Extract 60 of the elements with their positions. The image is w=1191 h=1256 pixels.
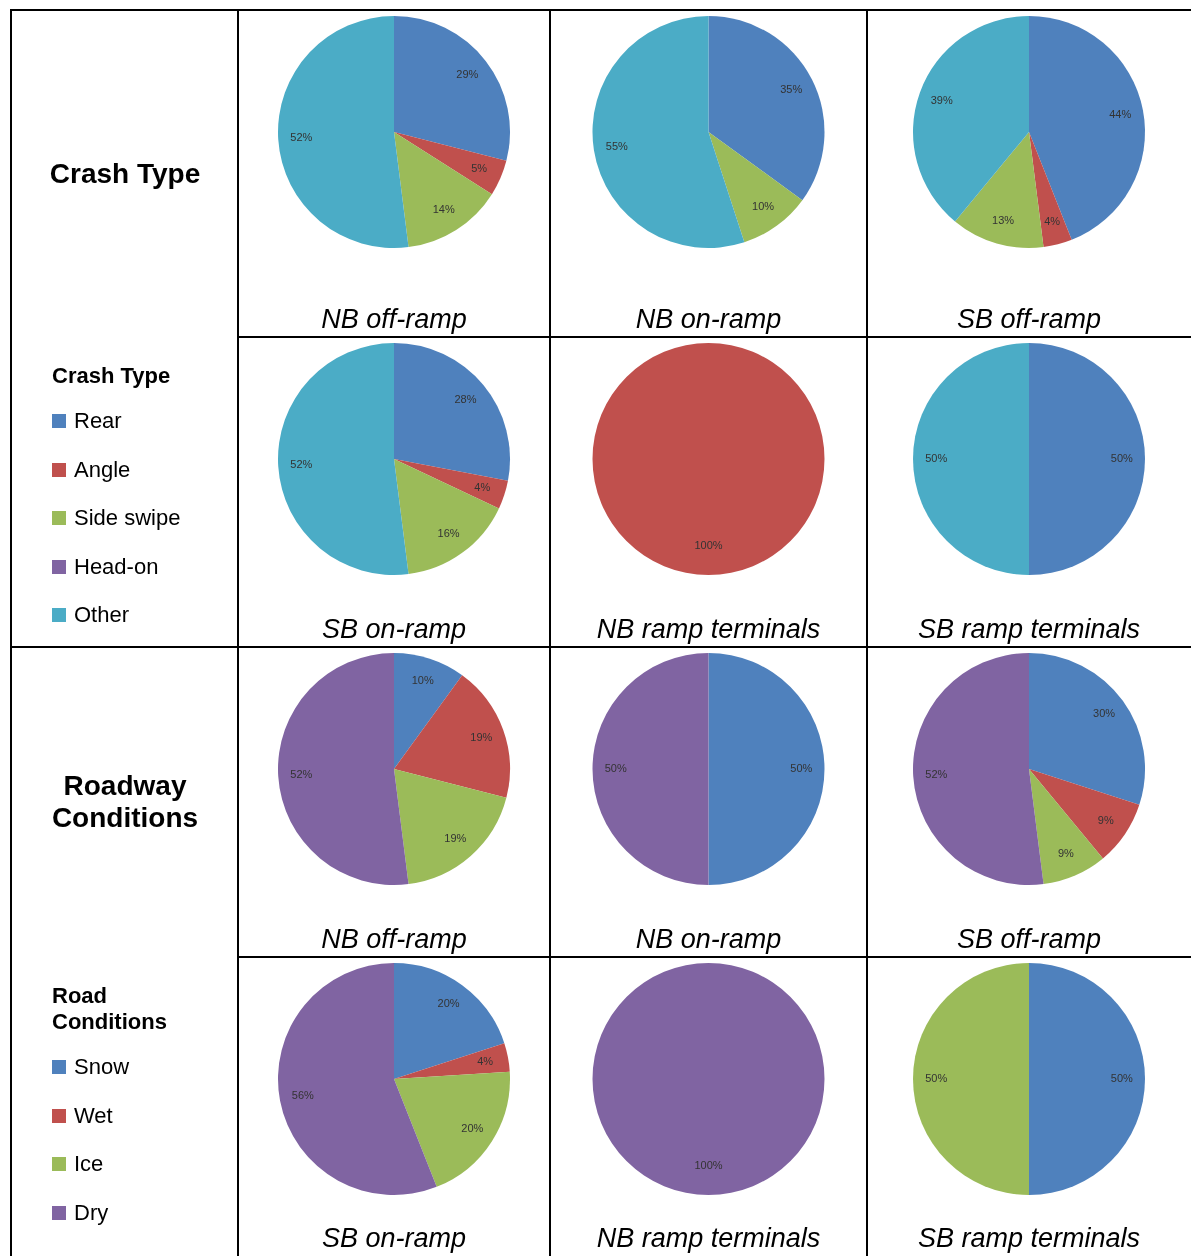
data-label: 100% xyxy=(694,1159,723,1172)
data-label: 10% xyxy=(411,673,434,686)
data-label: 35% xyxy=(780,82,803,95)
legend-label: Dry xyxy=(74,1199,109,1226)
data-label: 19% xyxy=(444,831,467,844)
data-label: 52% xyxy=(290,767,313,780)
legend-title: Crash Type xyxy=(52,363,172,389)
legend-label: Other xyxy=(74,602,130,629)
text: SB off-ramp xyxy=(955,304,1102,335)
legend-label: Rear xyxy=(74,408,122,435)
data-label: 56% xyxy=(291,1089,315,1102)
data-label: 14% xyxy=(432,203,455,216)
legend-label: Head-on xyxy=(74,553,159,580)
text: SB ramp terminals xyxy=(916,614,1142,645)
text: SB on-ramp xyxy=(320,614,468,645)
data-label: 10% xyxy=(752,200,775,213)
data-label: 39% xyxy=(930,93,953,106)
text: NB on-ramp xyxy=(634,304,783,335)
data-label: 13% xyxy=(992,214,1015,227)
data-label: 9% xyxy=(1097,814,1114,827)
data-label: 9% xyxy=(1057,847,1075,860)
text: Roadway Conditions xyxy=(50,769,200,835)
data-label: 50% xyxy=(1110,1072,1134,1085)
data-label: 5% xyxy=(471,161,488,174)
data-label: 50% xyxy=(1110,452,1134,465)
data-label: 30% xyxy=(1093,707,1116,720)
legend-label: Angle xyxy=(74,456,131,483)
data-label: 20% xyxy=(437,996,460,1009)
data-label: 44% xyxy=(1109,107,1132,120)
legend-label: Ice xyxy=(74,1151,104,1178)
text: NB ramp terminals xyxy=(595,1223,822,1254)
data-label: 50% xyxy=(790,762,813,775)
data-label: 4% xyxy=(1044,214,1061,227)
data-label: 19% xyxy=(470,730,493,743)
data-label: 50% xyxy=(925,452,948,465)
text: NB ramp terminals xyxy=(595,614,822,645)
data-label: 52% xyxy=(290,457,313,470)
text: SB off-ramp xyxy=(955,924,1102,955)
text: Crash Type xyxy=(48,156,202,191)
data-label: 52% xyxy=(925,767,948,780)
data-label: 50% xyxy=(604,762,627,775)
data-label: 55% xyxy=(605,139,629,152)
data-label: 28% xyxy=(454,392,477,405)
text: SB on-ramp xyxy=(320,1223,468,1254)
data-label: 4% xyxy=(474,480,491,493)
legend-title: Road Conditions xyxy=(52,983,168,1035)
data-label: 50% xyxy=(925,1072,948,1085)
data-label: 20% xyxy=(461,1121,484,1134)
data-label: 4% xyxy=(477,1054,494,1067)
data-label: 29% xyxy=(456,68,479,81)
text: SB ramp terminals xyxy=(916,1223,1142,1254)
data-label: 52% xyxy=(290,130,313,143)
text: NB off-ramp xyxy=(320,304,468,335)
data-label: 16% xyxy=(437,527,460,540)
text: NB on-ramp xyxy=(634,924,783,955)
legend-label: Side swipe xyxy=(74,505,181,532)
data-label: 100% xyxy=(694,539,723,552)
text: NB off-ramp xyxy=(320,924,468,955)
legend-label: Wet xyxy=(74,1102,113,1129)
legend-label: Snow xyxy=(74,1054,130,1081)
